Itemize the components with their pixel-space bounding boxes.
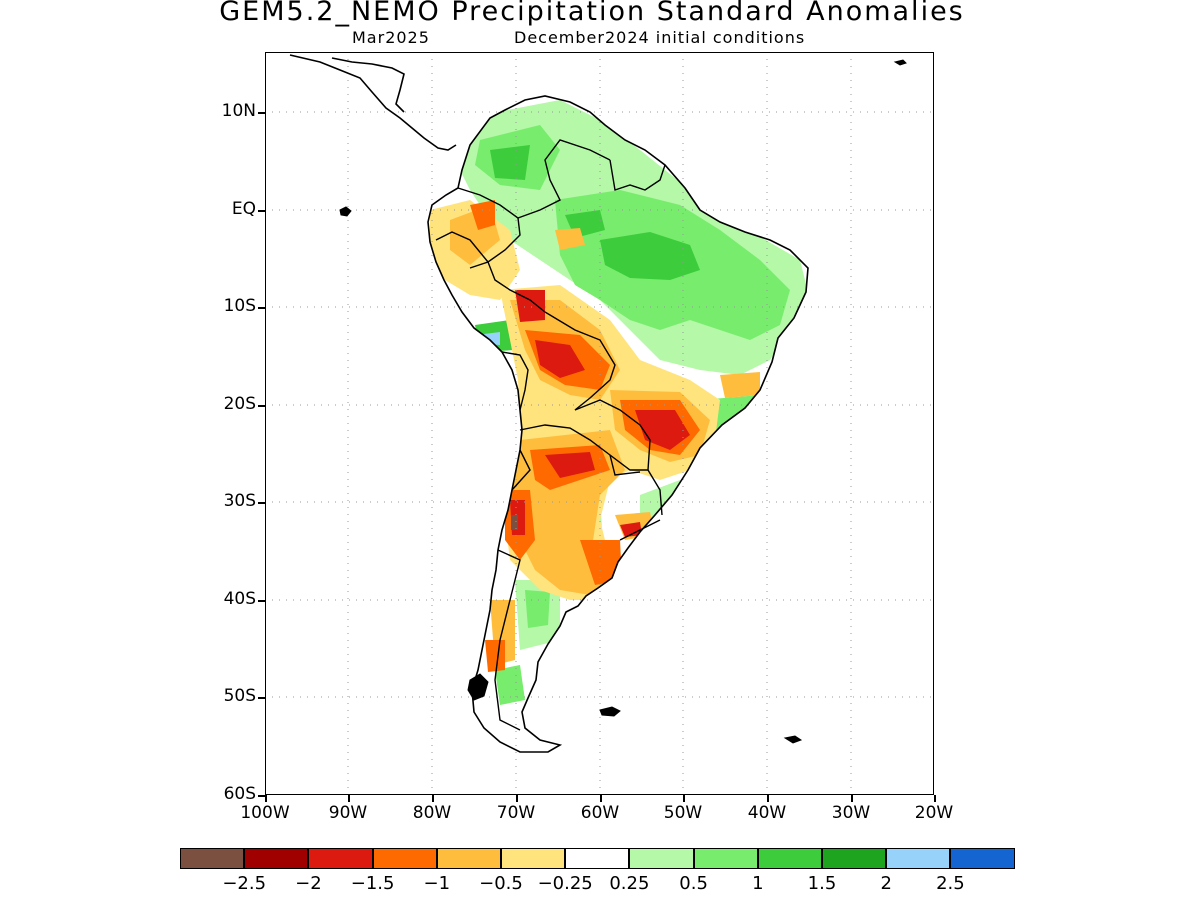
colorbar-label: −0.25: [537, 873, 593, 894]
lon-tick-label: 20W: [914, 803, 954, 823]
lon-tick: [934, 795, 936, 802]
lat-tick-label: 30S: [223, 491, 256, 511]
colorbar-label: −0.5: [479, 873, 523, 894]
lon-tick: [683, 795, 685, 802]
lon-tick-label: 30W: [831, 803, 871, 823]
lon-tick-label: 70W: [496, 803, 536, 823]
lat-tick-label: 10S: [223, 296, 256, 316]
lat-tick: [258, 697, 265, 699]
colorbar-swatch: [308, 848, 373, 869]
lat-tick: [258, 210, 265, 212]
lon-tick-label: 40W: [747, 803, 787, 823]
colorbar-label: −2.5: [222, 873, 267, 894]
colorbar-swatch: [436, 848, 501, 869]
colorbar-label: −1.5: [350, 873, 395, 894]
lat-tick: [258, 307, 265, 309]
lon-tick-label: 80W: [412, 803, 452, 823]
lon-tick: [767, 795, 769, 802]
colorbar-swatch: [693, 848, 758, 869]
colorbar-label: 0.5: [679, 873, 708, 894]
lat-tick-label: 40S: [223, 589, 256, 609]
colorbar-swatch: [501, 848, 566, 869]
colorbar-swatch: [565, 848, 630, 869]
lon-tick: [851, 795, 853, 802]
lon-tick: [265, 795, 267, 802]
colorbar-label: 0.25: [609, 873, 650, 894]
colorbar-swatch: [757, 848, 822, 869]
colorbar-label: 1.5: [807, 873, 837, 894]
colorbar-label: 1: [752, 873, 764, 894]
lon-tick: [348, 795, 350, 802]
lat-tick: [258, 600, 265, 602]
lon-tick-label: 90W: [328, 803, 368, 823]
colorbar-swatch: [180, 848, 245, 869]
colorbar-swatch: [244, 848, 309, 869]
lat-tick: [258, 405, 265, 407]
lat-tick-label: 10N: [221, 101, 256, 121]
lat-tick: [258, 112, 265, 114]
colorbar-swatch: [372, 848, 437, 869]
lat-tick-label: 20S: [223, 394, 256, 414]
map-title: GEM5.2_NEMO Precipitation Standard Anoma…: [219, 0, 965, 27]
lat-tick: [258, 795, 265, 797]
colorbar-swatch: [629, 848, 694, 869]
lon-tick-label: 50W: [663, 803, 703, 823]
colorbar-label: −1: [423, 873, 451, 894]
init-conditions-label: December2024 initial conditions: [514, 28, 806, 47]
colorbar-swatch: [950, 848, 1015, 869]
lon-tick: [516, 795, 518, 802]
lon-tick-label: 100W: [240, 803, 290, 823]
valid-month-label: Mar2025: [352, 28, 430, 47]
lon-tick: [600, 795, 602, 802]
colorbar-swatch: [886, 848, 951, 869]
lat-tick-label: 50S: [223, 686, 256, 706]
lat-tick-label: EQ: [231, 199, 256, 219]
colorbar-label: 2: [880, 873, 892, 894]
map-frame: [265, 52, 934, 795]
colorbar-label: 2.5: [936, 873, 965, 894]
lat-tick: [258, 502, 265, 504]
colorbar-swatch: [822, 848, 887, 869]
colorbar-label: −2: [295, 873, 322, 894]
lat-tick-label: 60S: [223, 784, 256, 804]
lon-tick: [432, 795, 434, 802]
lon-tick-label: 60W: [580, 803, 620, 823]
